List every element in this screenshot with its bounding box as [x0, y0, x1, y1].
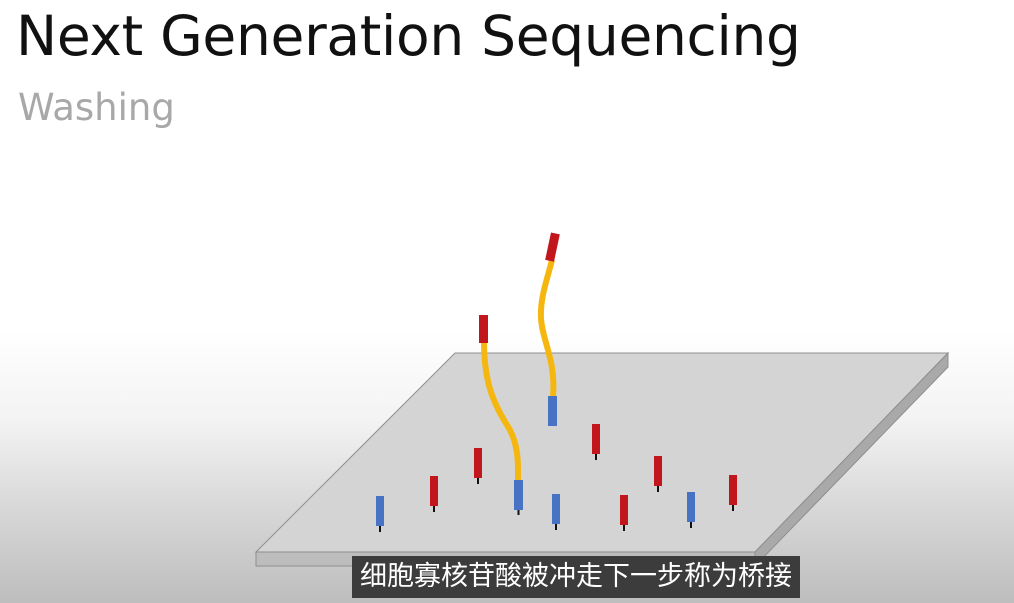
surface-primers: [376, 424, 737, 532]
dna-strand-right: [537, 232, 560, 426]
primer-red: [654, 456, 662, 492]
primer-red: [592, 424, 600, 460]
primer-blue: [687, 492, 695, 528]
dna-strand-left: [479, 315, 523, 515]
primer-red: [729, 475, 737, 511]
flow-cell-plate: [254, 351, 950, 568]
slide-title: Next Generation Sequencing: [16, 4, 801, 68]
primer-red: [474, 448, 482, 484]
primer-blue: [376, 496, 384, 532]
video-subtitle-caption: 细胞寡核苷酸被冲走下一步称为桥接: [352, 556, 800, 598]
primer-red: [430, 476, 438, 512]
slide-subtitle: Washing: [18, 86, 175, 129]
primer-blue: [552, 494, 560, 530]
primer-red: [620, 495, 628, 531]
plate-top-surface: [254, 352, 950, 553]
